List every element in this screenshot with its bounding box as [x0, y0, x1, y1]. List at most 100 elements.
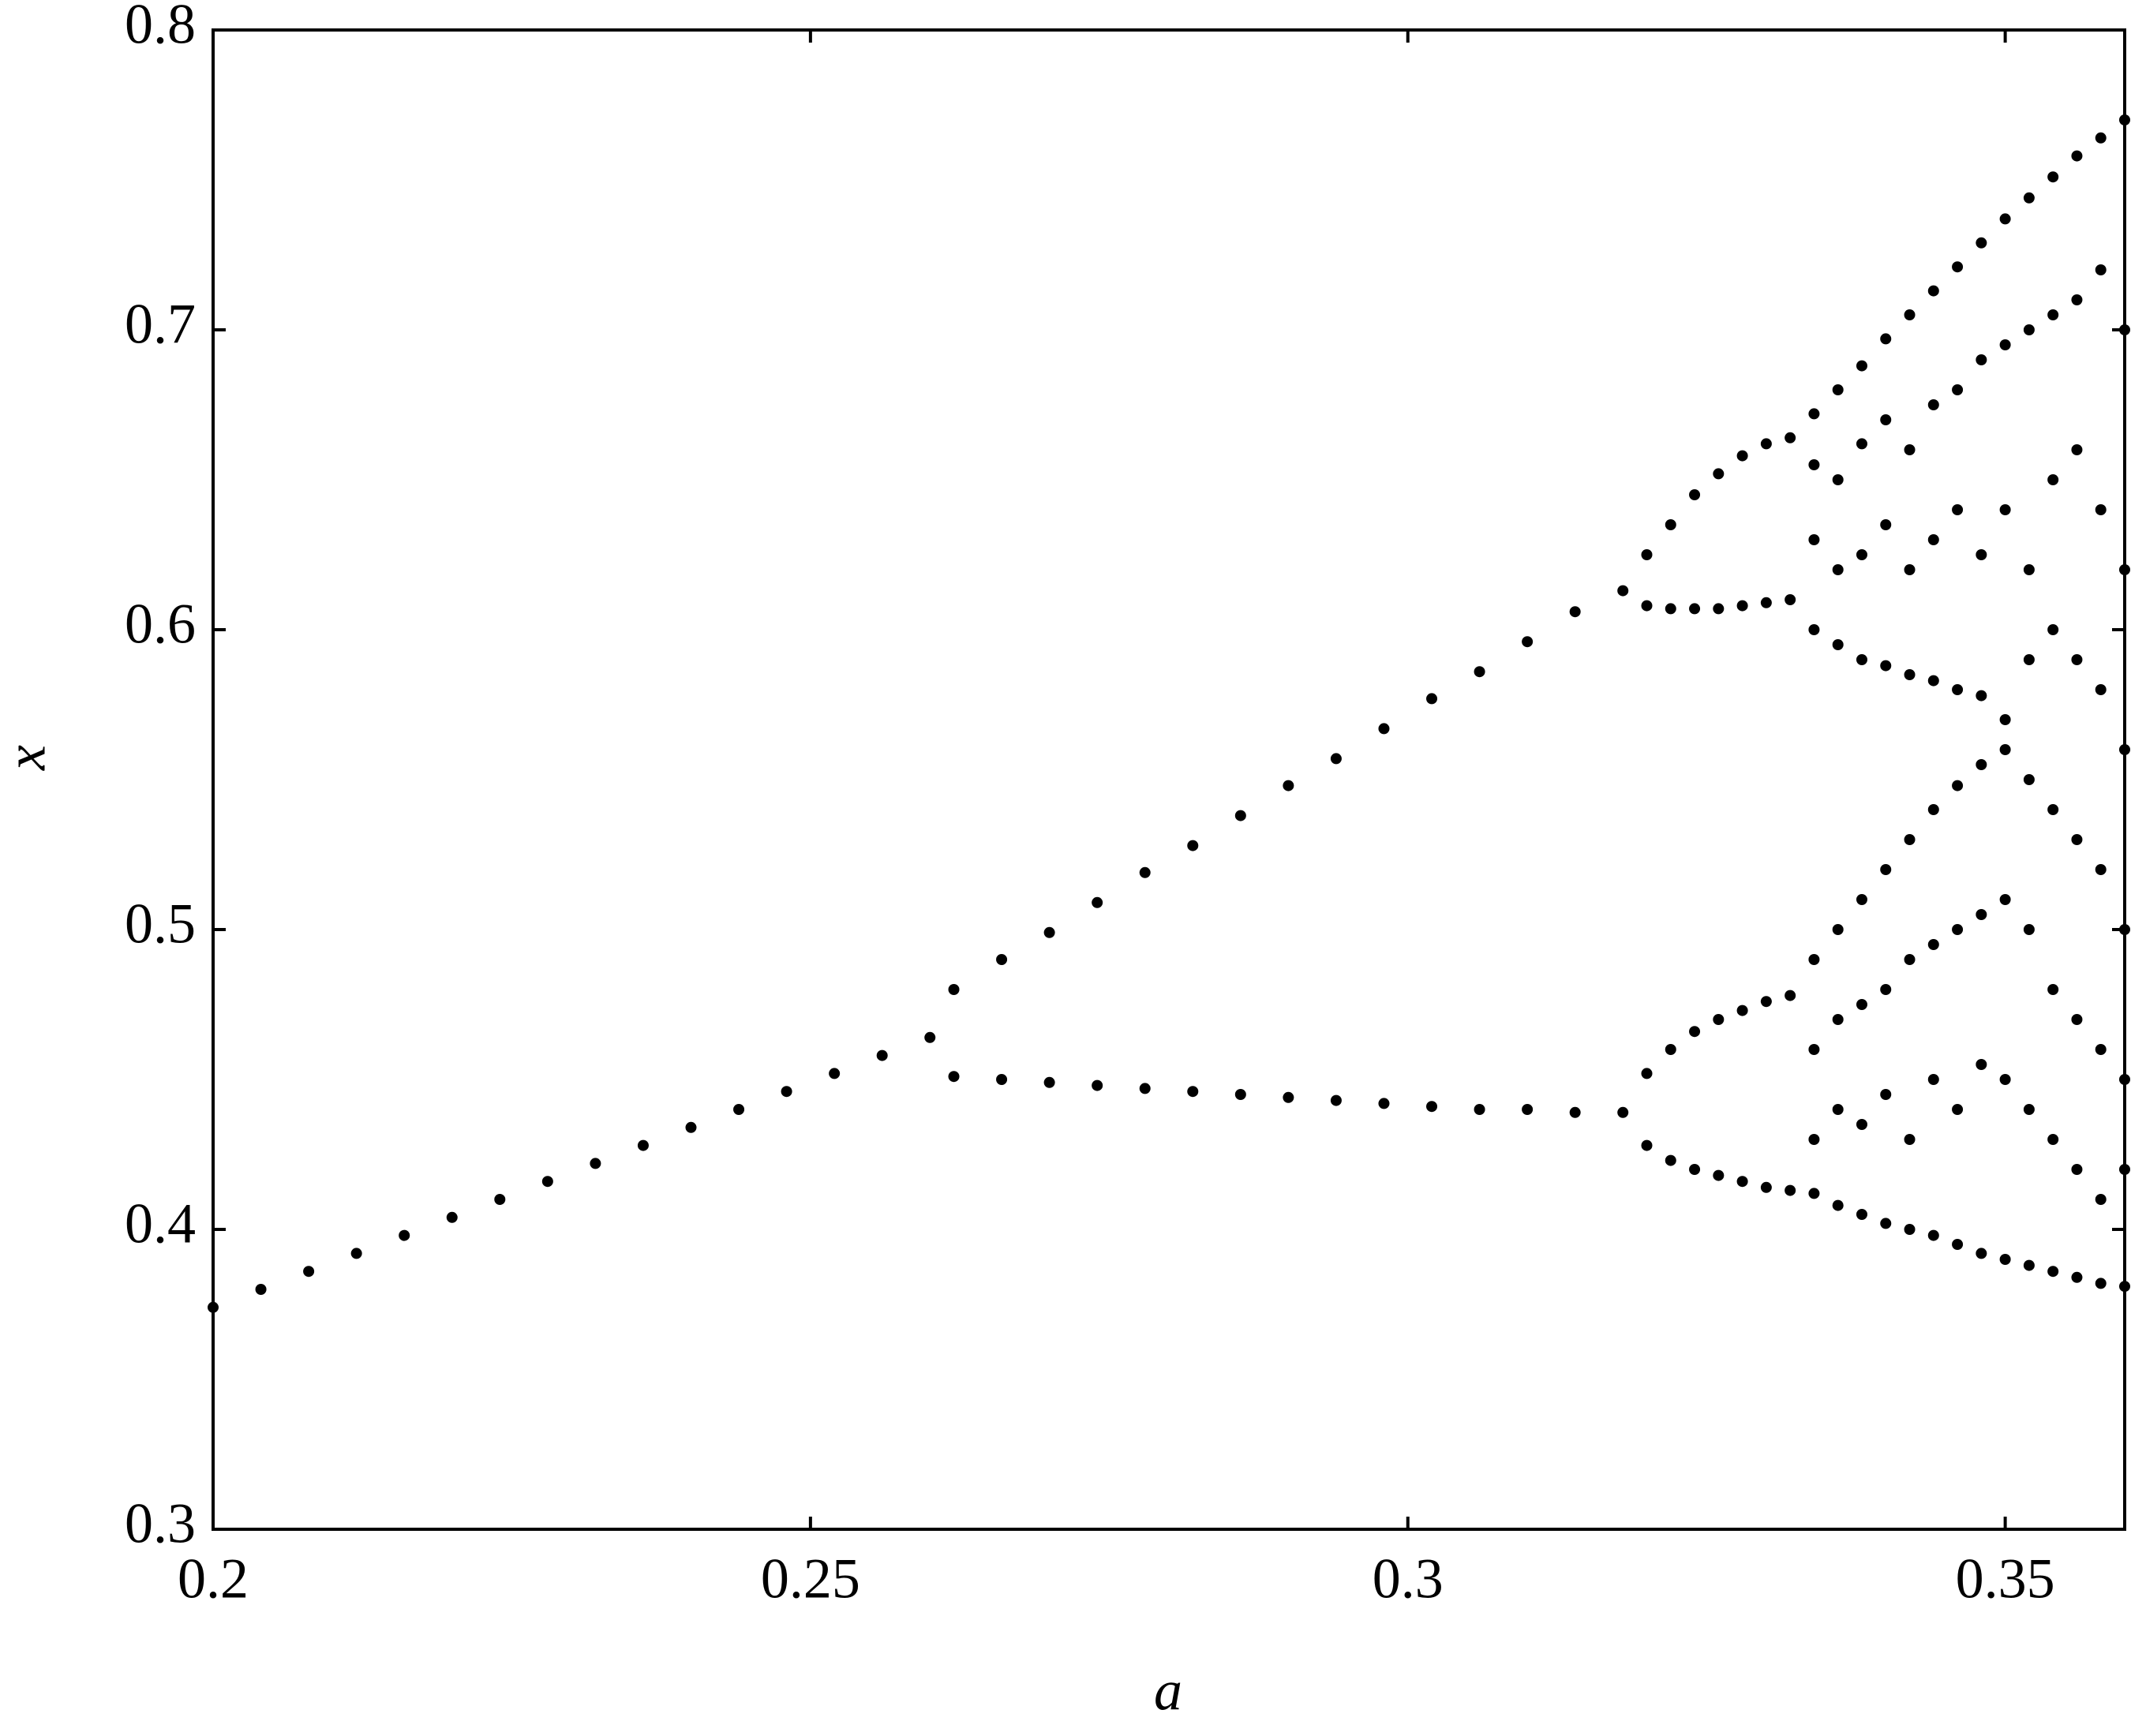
point [255, 1284, 267, 1295]
point [1927, 675, 1939, 687]
point [1641, 1068, 1653, 1079]
point [1904, 954, 1916, 965]
point [1808, 1188, 1820, 1199]
point [1474, 666, 1485, 678]
point [2119, 924, 2130, 935]
point [2047, 804, 2059, 815]
point [399, 1229, 410, 1241]
point [2095, 1194, 2107, 1205]
point [1283, 1091, 1294, 1103]
point [1760, 1181, 1772, 1193]
point [1832, 1014, 1844, 1025]
point [1569, 1106, 1581, 1118]
point [1665, 603, 1676, 615]
point [1976, 759, 1987, 770]
point [590, 1158, 601, 1169]
point [1713, 603, 1725, 615]
point [1904, 564, 1916, 575]
point [1092, 896, 1103, 908]
point [2095, 684, 2107, 695]
point [1999, 213, 2011, 225]
point [2119, 1281, 2130, 1293]
y-axis-label: x [0, 745, 58, 771]
point [1856, 1209, 1867, 1220]
point [1832, 1199, 1844, 1211]
x-tick-label: 0.3 [1373, 1547, 1444, 1611]
point [876, 1049, 888, 1061]
plot-frame [212, 28, 2126, 1531]
point [2023, 192, 2035, 204]
point [1999, 504, 2011, 515]
point [1139, 866, 1151, 878]
point [1832, 1104, 1844, 1115]
point [303, 1266, 315, 1278]
x-tick-label: 0.2 [178, 1547, 249, 1611]
point [1976, 354, 1987, 365]
point [1808, 954, 1820, 965]
point [1736, 600, 1748, 612]
point [2047, 1134, 2059, 1145]
point [2095, 504, 2107, 515]
point [1736, 450, 1748, 462]
point [2023, 324, 2035, 335]
point [1665, 1154, 1676, 1166]
point [1808, 459, 1820, 470]
point [2095, 264, 2107, 275]
point [1808, 534, 1820, 545]
point [1785, 594, 1796, 605]
point [2047, 624, 2059, 635]
point [1760, 438, 1772, 450]
point [1927, 804, 1939, 815]
point [2047, 984, 2059, 995]
point [2119, 114, 2130, 125]
point [446, 1211, 458, 1223]
point [1904, 444, 1916, 455]
point [494, 1194, 506, 1205]
point [1952, 504, 1964, 515]
point [2023, 654, 2035, 665]
point [1139, 1083, 1151, 1094]
point [1880, 519, 1892, 530]
y-tick-label: 0.3 [125, 1492, 196, 1555]
point [2071, 1014, 2083, 1025]
point [1808, 1134, 1820, 1145]
point [1856, 438, 1867, 450]
point [1665, 519, 1676, 530]
point [1522, 636, 1534, 648]
point [948, 984, 960, 995]
y-tick-label: 0.7 [125, 293, 196, 356]
point [1785, 1184, 1796, 1196]
point [1952, 1104, 1964, 1115]
point [2047, 474, 2059, 485]
point [1927, 285, 1939, 297]
point [1927, 399, 1939, 410]
point [1856, 894, 1867, 905]
x-tick-label: 0.25 [761, 1547, 860, 1611]
point [1832, 384, 1844, 395]
point [1999, 339, 2011, 350]
point [2023, 774, 2035, 785]
point [1904, 1134, 1916, 1145]
point [1904, 1224, 1916, 1235]
point [1999, 1074, 2011, 1085]
point [781, 1086, 792, 1098]
point [1880, 1089, 1892, 1100]
point [1976, 549, 1987, 560]
point [2071, 1271, 2083, 1283]
point [1641, 600, 1653, 612]
point [1952, 1239, 1964, 1250]
point [1952, 384, 1964, 395]
point [1856, 1119, 1867, 1130]
point [208, 1301, 219, 1313]
point [2023, 1104, 2035, 1115]
point [2095, 1044, 2107, 1055]
point [1569, 606, 1581, 618]
point [1927, 1074, 1939, 1085]
point [1856, 549, 1867, 560]
point [1976, 1059, 1987, 1070]
point [2119, 1074, 2130, 1085]
point [1187, 1086, 1199, 1098]
point [1760, 597, 1772, 608]
point [1880, 864, 1892, 875]
point [2095, 864, 2107, 875]
